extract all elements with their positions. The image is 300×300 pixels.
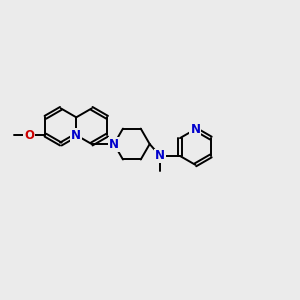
Text: N: N: [155, 149, 165, 162]
Text: N: N: [190, 123, 200, 136]
Text: N: N: [109, 138, 119, 151]
Text: O: O: [24, 129, 34, 142]
Text: N: N: [71, 129, 81, 142]
